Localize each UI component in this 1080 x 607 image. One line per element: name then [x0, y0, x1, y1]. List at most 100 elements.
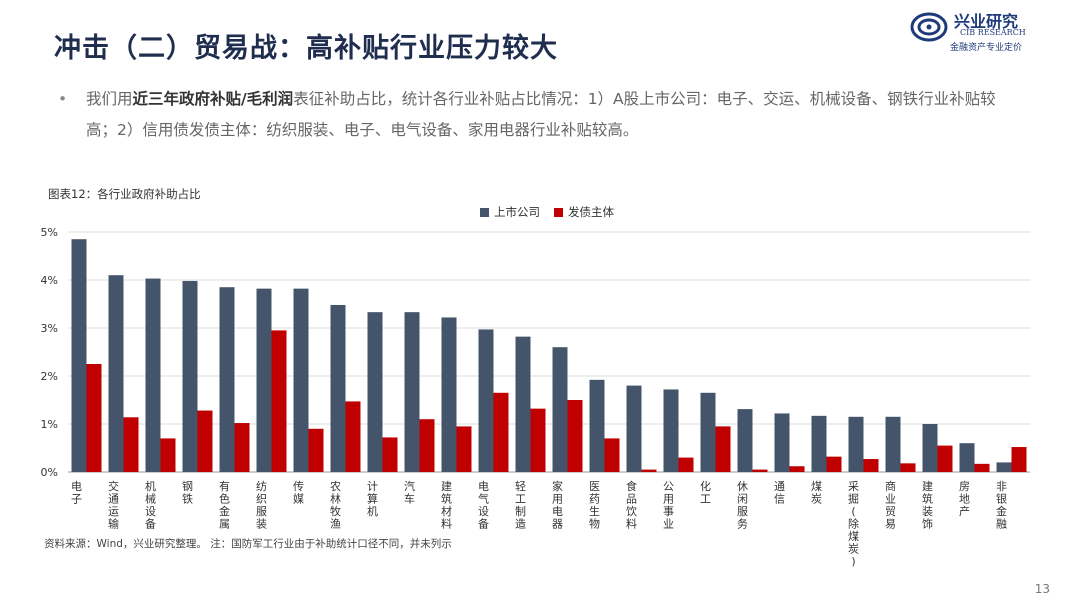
bar-listed [663, 389, 679, 472]
x-tick-label-char: 器 [552, 518, 563, 531]
x-tick-label-char: 事 [663, 505, 674, 518]
x-tick-label-char: 物 [589, 517, 600, 531]
x-tick-label-char: 林 [330, 492, 341, 506]
x-tick-label-char: 筑 [922, 492, 933, 506]
y-tick-label: 5% [41, 226, 58, 239]
x-tick-label-char: 房 [959, 480, 970, 493]
bar-listed [552, 347, 568, 472]
x-tick-label-char: 铁 [182, 493, 193, 506]
x-tick-label-char: 地 [959, 493, 970, 506]
x-tick-label-char: 除 [848, 517, 859, 531]
x-tick-label-char: 电 [478, 480, 489, 493]
bar-issuer [123, 417, 139, 472]
bar-listed [589, 379, 605, 472]
x-tick-label-char: 色 [219, 492, 230, 506]
legend-item-listed: 上市公司 [480, 204, 540, 220]
x-tick-label-char: 建 [441, 479, 452, 493]
x-tick-label-char: 计 [367, 480, 378, 493]
bar-issuer [234, 423, 250, 472]
bar-listed [811, 415, 827, 472]
bar-issuer [715, 426, 731, 472]
x-tick-label-char: 料 [441, 517, 452, 531]
x-tick-label-char: 装 [922, 505, 933, 518]
bar-listed [71, 239, 87, 472]
x-tick-label-char: 炭 [811, 493, 822, 506]
bullet-dot: • [58, 90, 68, 108]
y-tick-label: 1% [41, 418, 58, 431]
x-tick-label-char: 公 [663, 480, 674, 493]
x-tick-label-char: 产 [959, 504, 970, 518]
x-tick-label-char: 属 [219, 518, 230, 531]
bar-listed [182, 280, 198, 472]
x-tick-label-char: 备 [478, 517, 489, 531]
x-tick-label-char: 通 [108, 493, 119, 506]
chart-legend: 上市公司 发债主体 [480, 204, 614, 220]
x-tick-label-char: 用 [663, 493, 674, 506]
x-tick-label-char: 输 [108, 517, 119, 531]
x-tick-label-char: ( [851, 505, 855, 518]
x-tick-label-char: 运 [108, 505, 119, 518]
x-tick-label-char: 机 [145, 479, 156, 493]
x-tick-label-char: 信 [774, 493, 785, 506]
x-tick-label-char: 设 [478, 505, 489, 518]
x-tick-label-char: 汽 [404, 479, 415, 493]
bar-issuer [382, 437, 398, 472]
x-tick-label-char: 金 [996, 504, 1007, 518]
bar-listed [441, 317, 457, 472]
x-tick-label-char: 务 [737, 518, 748, 531]
legend-swatch-issuer [554, 207, 563, 217]
x-tick-label-char: 易 [885, 518, 896, 531]
y-tick-label: 4% [41, 274, 58, 287]
bar-issuer [271, 330, 287, 472]
bar-listed [737, 409, 753, 472]
source-footnote: 资料来源：Wind，兴业研究整理。 注：国防军工行业由于补助统计口径不同，并未列… [44, 538, 452, 550]
x-tick-label-char: 农 [330, 479, 341, 493]
bar-listed [515, 336, 531, 472]
bar-issuer [604, 438, 620, 472]
legend-label-issuer: 发债主体 [568, 205, 614, 219]
slide-title: 冲击（二）贸易战：高补贴行业压力较大 [54, 33, 558, 64]
bar-issuer [197, 410, 213, 472]
bar-listed [145, 278, 161, 472]
x-tick-label-char: 轻 [515, 479, 526, 493]
bullet-text-bold: 近三年政府补贴/毛利润 [132, 90, 294, 108]
x-tick-label-char: 银 [996, 492, 1007, 506]
y-tick-label: 3% [41, 322, 58, 335]
x-tick-label-char: 掘 [848, 492, 859, 506]
bar-issuer [1011, 447, 1027, 472]
x-tick-label-char: 气 [478, 492, 489, 506]
bar-issuer [863, 459, 879, 472]
bar-issuer [752, 469, 768, 472]
x-tick-label-char: 煤 [848, 530, 859, 543]
x-tick-label-char: 电 [71, 480, 82, 493]
x-tick-label-char: 服 [256, 505, 267, 518]
x-tick-label-char: ) [851, 555, 855, 568]
bar-issuer [937, 445, 953, 472]
bar-issuer [160, 438, 176, 472]
bar-issuer [345, 401, 361, 472]
bar-listed [404, 312, 420, 472]
x-tick-label-char: 商 [885, 479, 896, 493]
x-tick-label-char: 休 [737, 480, 748, 493]
page-number: 13 [1034, 582, 1050, 596]
bar-listed [700, 392, 716, 472]
legend-swatch-listed [480, 207, 489, 217]
bar-listed [219, 287, 235, 472]
x-tick-label-char: 材 [441, 504, 452, 518]
x-tick-label-char: 药 [589, 493, 600, 506]
legend-item-issuer: 发债主体 [554, 204, 614, 220]
x-tick-label-char: 服 [737, 505, 748, 518]
x-tick-label-char: 备 [145, 517, 156, 531]
x-tick-label-char: 贸 [885, 505, 896, 518]
bullet-text-post: 表征补助占比，统计各行业补贴占比情况：1）A股上市公司：电子、交运、机械设备、钢… [86, 90, 996, 139]
y-tick-label: 2% [41, 370, 58, 383]
x-tick-label-char: 机 [367, 504, 378, 518]
bar-listed [626, 385, 642, 472]
x-tick-label-char: 有 [219, 479, 230, 493]
bar-issuer [678, 457, 694, 472]
x-tick-label-char: 饰 [922, 517, 933, 531]
x-tick-label-char: 品 [626, 493, 637, 506]
bar-issuer [900, 463, 916, 472]
x-tick-label-char: 子 [71, 493, 82, 506]
